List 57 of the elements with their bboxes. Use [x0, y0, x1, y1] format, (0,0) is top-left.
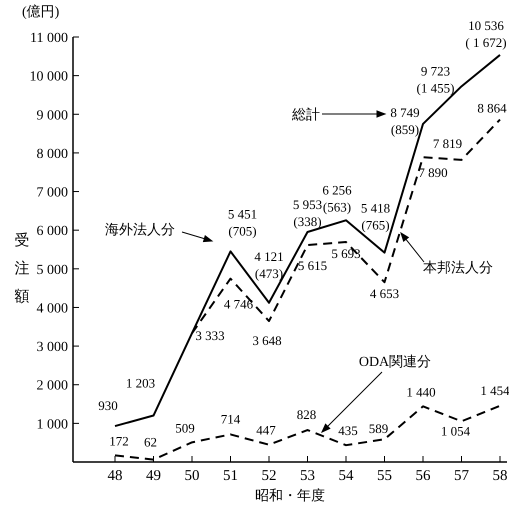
- y-tick: 4 000: [36, 301, 68, 316]
- data-label: 509: [175, 420, 195, 436]
- data-label: 4 121 (473): [254, 248, 284, 281]
- y-tick: 5 000: [36, 262, 68, 278]
- data-label: 3 648: [252, 333, 282, 348]
- data-label: 172: [109, 433, 129, 448]
- annotation: (億円): [22, 5, 60, 20]
- data-label: 62: [144, 434, 157, 450]
- data-label: 7 819: [432, 136, 462, 151]
- y-tick: 11 000: [30, 31, 68, 46]
- y-tick: 7 000: [36, 186, 68, 201]
- x-tick: 52: [262, 468, 276, 484]
- data-label: 5 615: [298, 258, 328, 274]
- data-label: 8 864: [477, 100, 507, 116]
- x-tick: 50: [184, 468, 200, 484]
- x-tick: 53: [300, 468, 315, 484]
- xlabel: 昭和・年度: [255, 489, 325, 504]
- y-tick: 2 000: [36, 378, 68, 394]
- data-label: 930: [98, 398, 118, 414]
- data-label: 1 440: [406, 384, 436, 400]
- x-tick: 49: [146, 468, 161, 484]
- data-label: 3 333: [195, 328, 225, 344]
- data-label: 10 536 ( 1 672): [465, 18, 507, 50]
- data-label: 9 723 (1 455): [416, 63, 454, 96]
- y-tick: 9 000: [36, 108, 68, 124]
- data-label: 435: [338, 423, 358, 438]
- y-tick: 8 000: [36, 146, 68, 162]
- data-label: 5 953 (338): [292, 197, 322, 229]
- y-tick: 3 000: [36, 340, 68, 356]
- series-name: 本邦法人分: [423, 261, 493, 276]
- y-tick: 10 000: [30, 70, 68, 85]
- x-tick: 51: [223, 468, 238, 484]
- x-tick: 56: [416, 468, 430, 484]
- x-tick: 57: [454, 468, 469, 484]
- x-tick: 58: [492, 468, 508, 484]
- data-label: 8 749 (859): [390, 104, 420, 137]
- data-label: 4 746: [224, 296, 254, 312]
- series-name: ODA関連分: [358, 355, 432, 370]
- x-tick: 55: [377, 468, 392, 484]
- data-label: 714: [220, 411, 240, 426]
- ylabel: 受注額: [14, 233, 30, 305]
- data-label: 5 418 (765): [360, 200, 390, 233]
- y-tick: 1 000: [36, 417, 68, 432]
- data-label: 6 256 (563): [322, 182, 352, 214]
- data-label: 1 054: [440, 423, 470, 438]
- data-label: 5 693: [331, 246, 361, 262]
- data-label: 5 451 (705): [228, 206, 258, 238]
- x-tick: 48: [108, 468, 122, 484]
- annotation: 海外法人分: [105, 223, 175, 238]
- data-label: 1 203: [126, 376, 156, 391]
- data-label: 589: [368, 421, 388, 436]
- series-name: 総計: [292, 108, 320, 123]
- y-tick: 6 000: [36, 224, 68, 240]
- x-tick: 54: [338, 468, 354, 484]
- data-label: 828: [296, 407, 316, 422]
- data-label: 4 653: [370, 286, 400, 302]
- data-label: 447: [256, 422, 276, 438]
